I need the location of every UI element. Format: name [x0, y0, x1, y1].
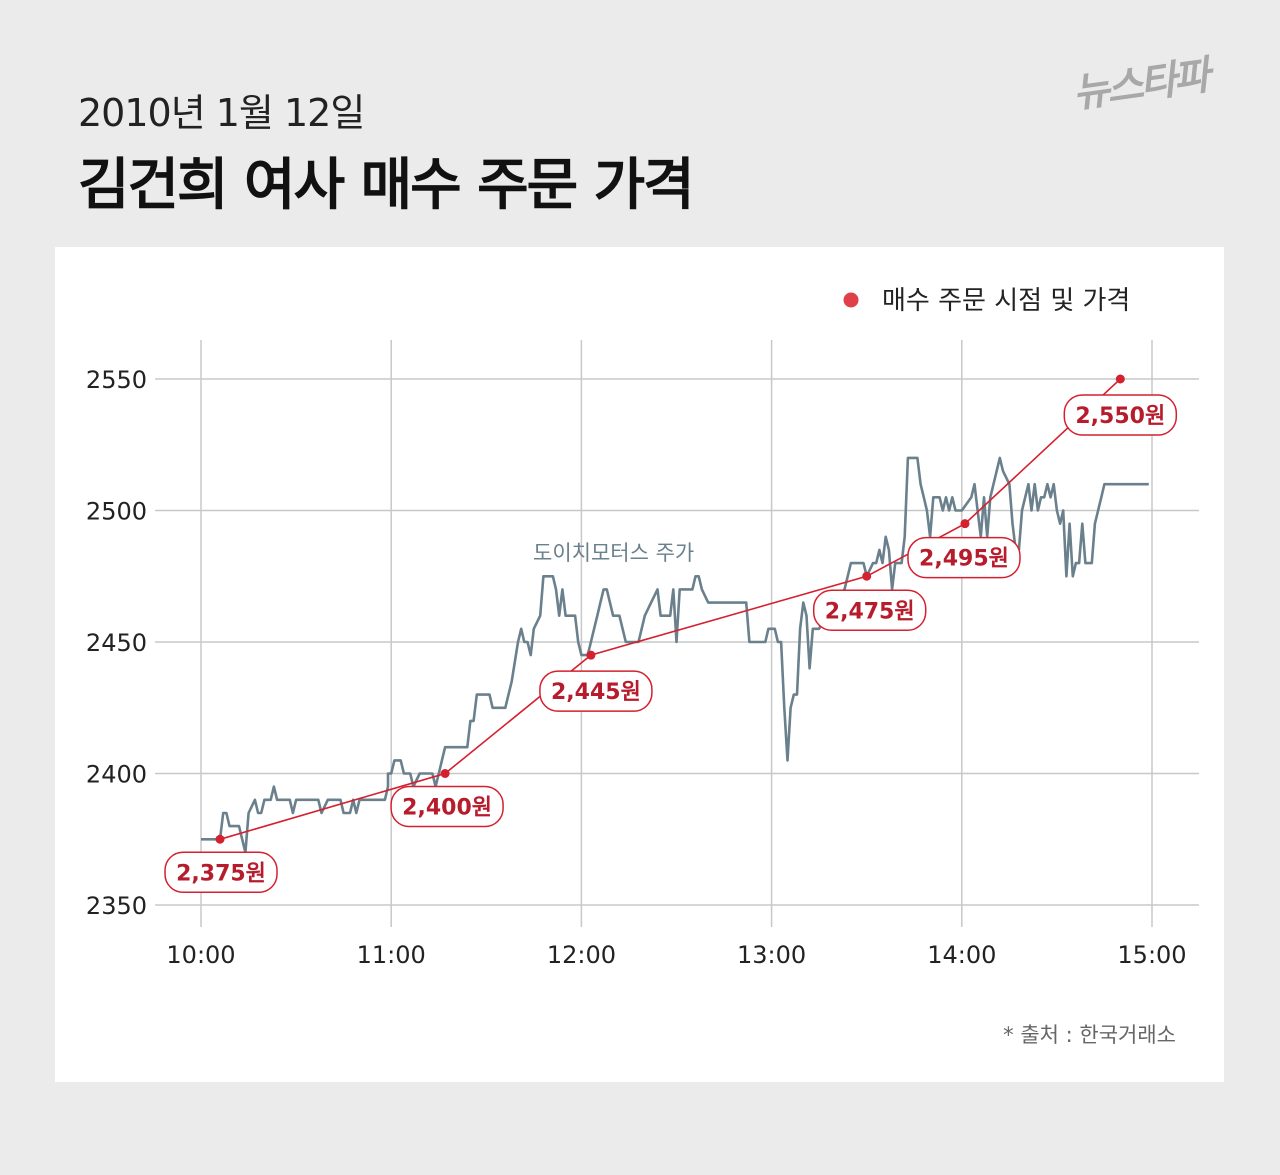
order-label-box [390, 785, 504, 828]
order-label: 2,400원 [402, 796, 492, 821]
y-tick-label: 2350 [86, 892, 147, 920]
order-label: 2,495원 [919, 547, 1009, 572]
order-point [586, 650, 596, 660]
x-tick-label: 10:00 [166, 941, 235, 969]
order-price-line [219, 378, 1121, 841]
order-label: 2,475원 [825, 599, 915, 624]
x-tick-label: 12:00 [547, 941, 616, 969]
brand-logo: 뉴스타파 [1070, 52, 1211, 118]
page-title: 김건희 여사 매수 주문 가격 [78, 153, 695, 218]
x-tick-label: 15:00 [1117, 941, 1186, 969]
x-tick-label: 14:00 [927, 941, 996, 969]
order-point [440, 769, 450, 778]
order-point [215, 834, 225, 844]
order-label: 2,550원 [1075, 404, 1165, 429]
x-tick-label: 11:00 [357, 941, 426, 969]
stock-series-label: 도이치모터스 주가 [533, 541, 694, 565]
order-label-box [812, 589, 927, 631]
source-note: * 출처 : 한국거래소 [1003, 1023, 1176, 1047]
order-label: 2,445원 [551, 680, 641, 705]
y-tick-label: 2500 [86, 498, 147, 526]
stock-chart: 2350 2400 2450 2500 2550 10:00 11:00 12:00 13:00… [86, 286, 1199, 1047]
y-tick-label: 2550 [86, 366, 147, 394]
page-date: 2010년 1월 12일 [78, 91, 365, 135]
legend-label: 매수 주문 시점 및 가격 [882, 286, 1130, 316]
order-label-box [1063, 394, 1178, 436]
y-tick-label: 2400 [86, 761, 147, 789]
legend-marker [843, 292, 859, 308]
order-label: 2,375원 [176, 861, 266, 886]
order-point [862, 571, 872, 581]
order-label-box [164, 851, 278, 893]
order-point [960, 519, 970, 529]
y-tick-label: 2450 [86, 629, 147, 657]
order-point [1115, 374, 1125, 384]
chart-card: 2350 2400 2450 2500 2550 10:00 11:00 12:00 13:00… [55, 247, 1224, 1082]
x-tick-label: 13:00 [737, 941, 806, 969]
order-label-box [539, 670, 653, 712]
stock-price-line [201, 456, 1149, 854]
order-label-box [907, 536, 1021, 579]
